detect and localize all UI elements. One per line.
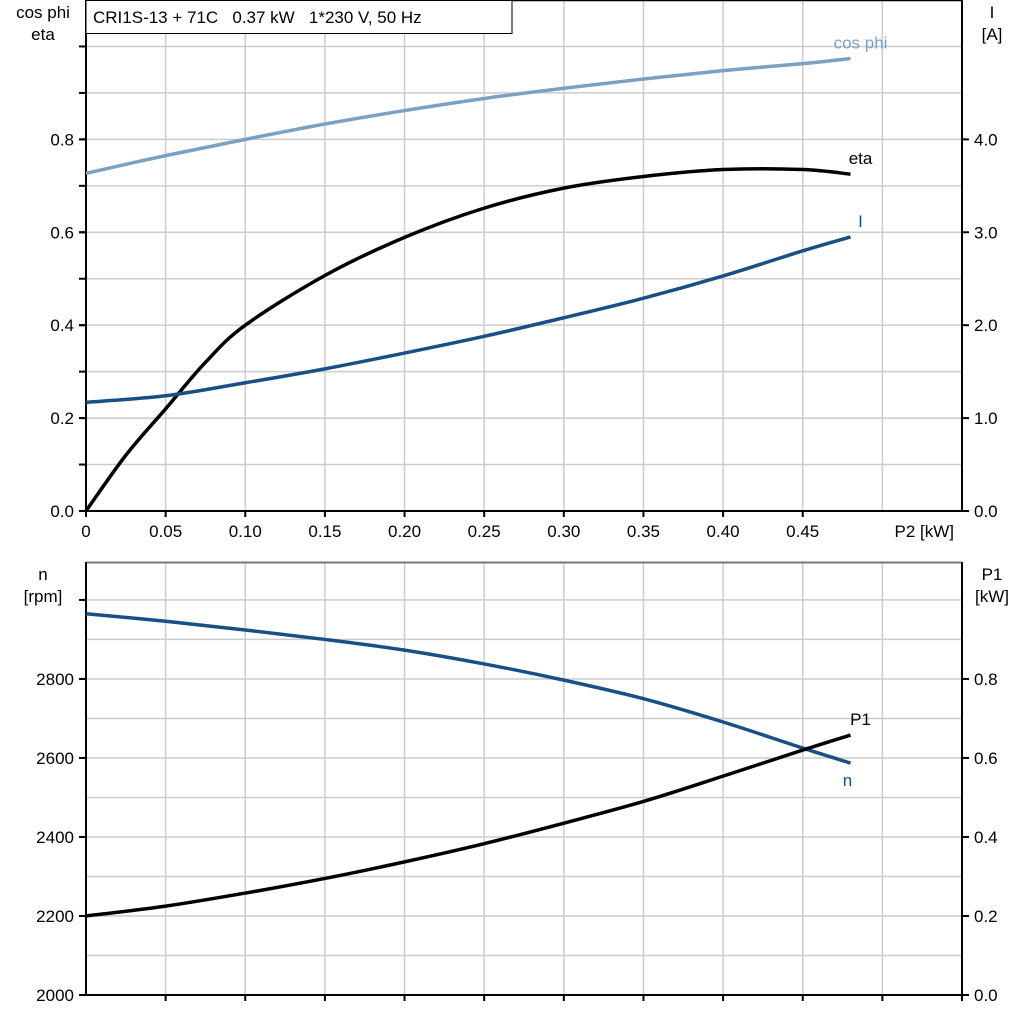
left-tick-label: 2400 bbox=[36, 828, 74, 847]
x-tick-label: 0.40 bbox=[707, 522, 740, 541]
series-line-i bbox=[85, 235, 851, 405]
chart-panel-1: 0.0 0.2 0.4 0.6 0.8 0.0 1.0 2.0 3.0 4.0 cos phi eta… bbox=[16, 0, 1002, 541]
x-tick-label: 0.30 bbox=[547, 522, 580, 541]
right-axis-title: [kW] bbox=[975, 587, 1009, 606]
right-tick-label: 0.2 bbox=[974, 907, 998, 926]
series-line-cos-phi bbox=[85, 56, 851, 175]
left-tick-label: 0.4 bbox=[50, 316, 74, 335]
x-tick-label: 0.20 bbox=[388, 522, 421, 541]
series-label-eta: eta bbox=[849, 149, 873, 168]
right-tick-label: 0.0 bbox=[974, 986, 998, 1005]
right-axis-title: I bbox=[990, 3, 995, 22]
chart-panel-2: 2000 2200 2400 2600 2800 0.0 0.2 0.4 0.6 0.8 n [rpm… bbox=[24, 561, 1009, 1005]
series-label-i: I bbox=[858, 212, 863, 231]
left-tick-label: 2200 bbox=[36, 907, 74, 926]
series-line-eta bbox=[84, 167, 851, 513]
right-tick-label: 0.8 bbox=[974, 670, 998, 689]
right-axis-title: P1 bbox=[982, 565, 1003, 584]
series-line-p1 bbox=[85, 733, 852, 918]
left-axis-title: n bbox=[38, 565, 47, 584]
left-axis-title: [rpm] bbox=[24, 587, 63, 606]
chart-title: CRI1S-13 + 71C 0.37 kW 1*230 V, 50 Hz bbox=[93, 8, 422, 27]
right-tick-label: 3.0 bbox=[974, 223, 998, 242]
x-tick-label: 0.05 bbox=[149, 522, 182, 541]
left-tick-label: 0.8 bbox=[50, 130, 74, 149]
x-tick-label: 0.45 bbox=[786, 522, 819, 541]
right-tick-label: 1.0 bbox=[974, 409, 998, 428]
right-tick-label: 0.6 bbox=[974, 749, 998, 768]
right-tick-label: 2.0 bbox=[974, 316, 998, 335]
right-tick-label: 0.0 bbox=[974, 502, 998, 521]
left-tick-label: 2600 bbox=[36, 749, 74, 768]
series-label-cos-phi: cos phi bbox=[834, 34, 888, 53]
right-tick-label: 4.0 bbox=[974, 130, 998, 149]
left-axis-title: cos phi bbox=[16, 3, 70, 22]
left-tick-label: 2800 bbox=[36, 670, 74, 689]
x-tick-label: 0.25 bbox=[468, 522, 501, 541]
x-tick-label: 0 bbox=[81, 522, 90, 541]
right-axis-title: [A] bbox=[982, 25, 1003, 44]
left-tick-label: 2000 bbox=[36, 986, 74, 1005]
series-label-p1: P1 bbox=[850, 710, 871, 729]
series-label-n: n bbox=[843, 771, 852, 790]
x-tick-label: 0.10 bbox=[229, 522, 262, 541]
left-axis-title: eta bbox=[31, 25, 55, 44]
x-tick-label: 0.35 bbox=[627, 522, 660, 541]
x-tick-label: 0.15 bbox=[308, 522, 341, 541]
left-tick-label: 0.0 bbox=[50, 502, 74, 521]
left-tick-label: 0.2 bbox=[50, 409, 74, 428]
left-tick-label: 0.6 bbox=[50, 223, 74, 242]
title-box-border bbox=[85, 0, 513, 34]
x-axis-title: P2 [kW] bbox=[894, 522, 954, 541]
series-line-n bbox=[85, 612, 852, 765]
right-tick-label: 0.4 bbox=[974, 828, 998, 847]
chart-title-box: CRI1S-13 + 71C 0.37 kW 1*230 V, 50 Hz bbox=[85, 0, 513, 34]
